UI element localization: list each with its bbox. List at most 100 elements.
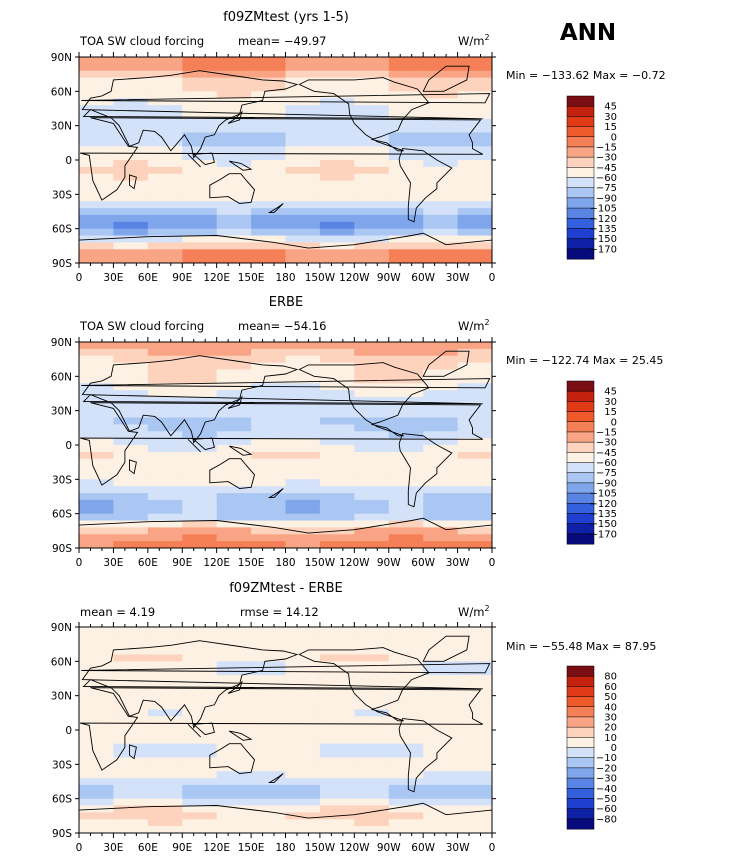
- field-cell: [423, 675, 459, 683]
- field-cell: [182, 70, 218, 79]
- field-cell: [182, 376, 218, 384]
- colorbar-label: 60: [604, 682, 617, 693]
- field-cell: [388, 348, 424, 357]
- field-cell: [79, 757, 114, 765]
- field-cell: [354, 249, 390, 257]
- panel-obs: ERBE TOA SW cloud forcing mean= −54.16 W/m2…: [51, 295, 664, 569]
- field-cell: [388, 390, 424, 398]
- field-cell: [388, 750, 424, 759]
- field-cell: [319, 125, 355, 134]
- field-cell: [113, 798, 149, 807]
- field-cell: [423, 369, 459, 377]
- field-cell: [285, 214, 321, 223]
- field-cell: [182, 661, 218, 669]
- field-cell: [147, 458, 183, 467]
- field-cell: [182, 111, 218, 120]
- field-cell: [354, 750, 390, 759]
- field-cell: [354, 77, 390, 86]
- field-cell: [285, 451, 321, 460]
- field-cell: [79, 348, 114, 357]
- panel-model: f09ZMtest (yrs 1-5) TOA SW cloud forcing m…: [51, 10, 666, 284]
- field-cell: [319, 723, 355, 731]
- field-cell: [216, 681, 252, 690]
- field-cell: [216, 743, 252, 752]
- field-cell: [457, 778, 492, 786]
- field-cell: [113, 784, 149, 793]
- field-cell: [182, 201, 218, 209]
- field-cell: [388, 764, 424, 772]
- field-cell: [423, 520, 459, 528]
- field-cell: [423, 235, 459, 243]
- field-cell: [251, 249, 287, 257]
- field-cell: [251, 125, 287, 134]
- field-cell: [251, 376, 287, 384]
- field-cell: [423, 805, 459, 813]
- field-cell: [182, 403, 218, 412]
- field-cell: [285, 513, 321, 522]
- field-cell: [457, 249, 492, 257]
- field-cell: [285, 647, 321, 656]
- field-cell: [113, 342, 149, 350]
- field-cell: [457, 242, 492, 250]
- field-cell: [216, 541, 252, 548]
- field-cell: [147, 91, 183, 99]
- field-cell: [388, 513, 424, 522]
- field-cell: [182, 98, 218, 106]
- field-cell: [388, 146, 424, 154]
- field-cell: [457, 661, 492, 669]
- coastline: [81, 378, 491, 389]
- field-cell: [354, 208, 390, 216]
- field-cell: [319, 228, 355, 237]
- field-cell: [457, 709, 492, 717]
- field-cell: [319, 534, 355, 542]
- coastline: [298, 77, 430, 152]
- field-cell: [354, 451, 390, 460]
- field-cell: [147, 506, 183, 515]
- field-cell: [285, 180, 321, 189]
- field-cell: [354, 458, 390, 467]
- field-cell: [216, 730, 252, 738]
- field-cell: [147, 764, 183, 772]
- colorbar-box: [566, 156, 595, 168]
- coastline: [209, 743, 255, 774]
- field-cell: [147, 111, 183, 120]
- field-cell: [147, 57, 183, 65]
- field-cell: [182, 125, 218, 134]
- field-cell: [113, 826, 149, 833]
- field-cell: [147, 376, 183, 384]
- field-cell: [423, 695, 459, 704]
- lon-tick-label: 60W: [411, 272, 435, 284]
- field-cell: [79, 723, 114, 731]
- field-cell: [285, 187, 321, 195]
- lon-tick-label: 120E: [203, 272, 230, 284]
- field-cell: [457, 214, 492, 223]
- field-cell: [388, 730, 424, 738]
- field-cell: [319, 173, 355, 182]
- field-cell: [79, 221, 114, 230]
- coastline: [267, 773, 284, 784]
- panel-title: f09ZMtest (yrs 1-5): [223, 10, 349, 25]
- field-cell: [216, 362, 252, 371]
- field-cell: [251, 499, 287, 508]
- field-cell: [79, 417, 114, 425]
- field-cell: [147, 778, 183, 786]
- field-cell: [319, 146, 355, 154]
- field-cell: [354, 431, 390, 439]
- field-cell: [319, 355, 355, 364]
- field-cell: [182, 812, 218, 820]
- field-cell: [216, 70, 252, 79]
- lon-tick-label: 150E: [238, 557, 265, 569]
- field-cell: [79, 750, 114, 759]
- field-cell: [457, 654, 492, 662]
- field-cell: [216, 778, 252, 786]
- field-cell: [147, 730, 183, 738]
- colorbar-label: −105: [590, 204, 617, 215]
- field-cell: [147, 228, 183, 237]
- field-cell: [388, 342, 424, 350]
- field-cell: [147, 805, 183, 813]
- field-cell: [79, 506, 114, 515]
- field-cell: [216, 702, 252, 710]
- field-cell: [216, 451, 252, 460]
- field-cell: [216, 208, 252, 216]
- field-cell: [216, 723, 252, 731]
